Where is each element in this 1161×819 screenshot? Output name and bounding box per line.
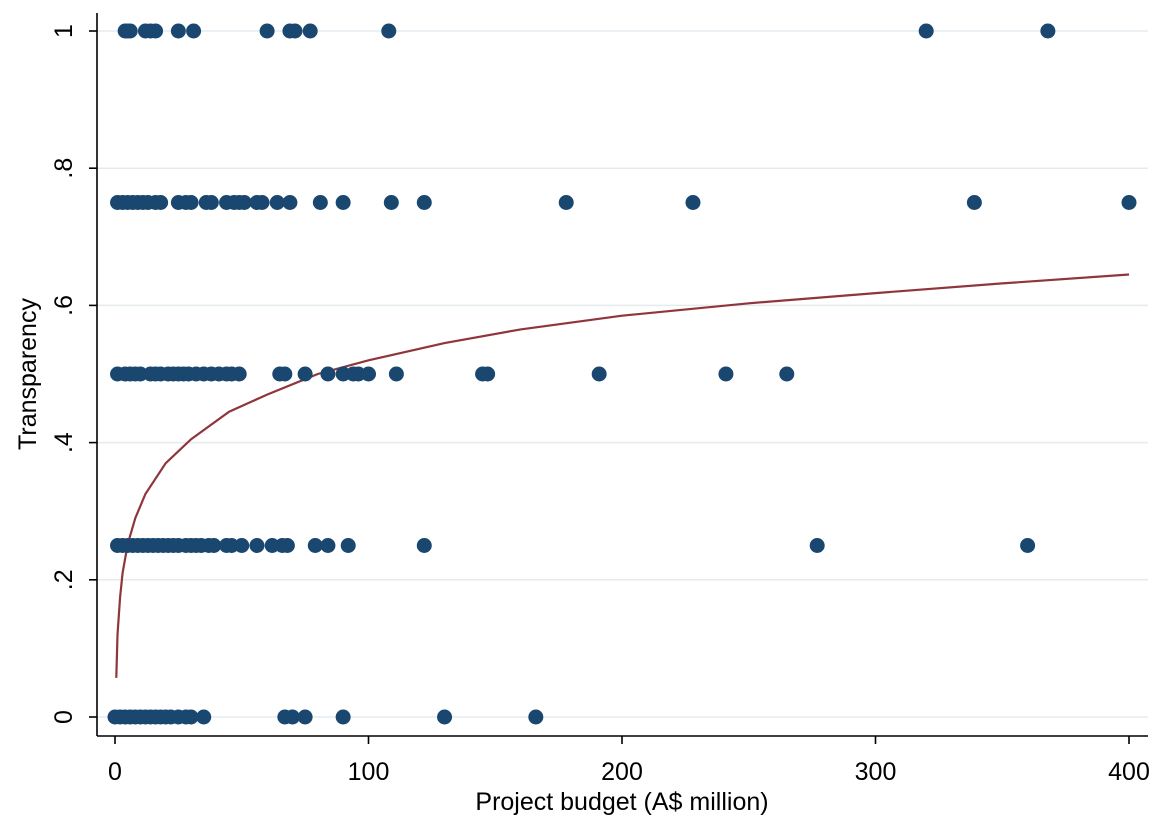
data-point-39 xyxy=(383,195,399,210)
data-point-68 xyxy=(320,366,336,382)
y-tick-label-1: .2 xyxy=(50,569,78,590)
data-point-26 xyxy=(183,195,199,210)
x-tick-label-0: 0 xyxy=(108,758,122,786)
grid-lines xyxy=(97,30,1148,718)
data-point-78 xyxy=(779,366,795,382)
data-point-36 xyxy=(282,195,298,210)
data-point-32 xyxy=(236,195,252,210)
data-point-11 xyxy=(302,23,318,39)
fitted-curve xyxy=(115,273,1130,678)
data-point-8 xyxy=(259,23,275,39)
axes xyxy=(96,13,1148,737)
data-point-67 xyxy=(297,366,313,382)
x-tick-label-1: 100 xyxy=(348,758,390,786)
data-point-66 xyxy=(277,366,293,382)
y-tick-label-4: .8 xyxy=(50,158,78,179)
data-point-44 xyxy=(1121,195,1137,210)
data-point-28 xyxy=(203,195,219,210)
data-point-72 xyxy=(361,366,376,382)
data-point-41 xyxy=(558,195,574,210)
data-point-40 xyxy=(416,195,432,210)
y-tick-label-5: 1 xyxy=(50,24,78,38)
data-point-126 xyxy=(196,709,212,725)
data-point-64 xyxy=(231,366,247,382)
data-point-35 xyxy=(269,195,285,210)
data-point-132 xyxy=(528,709,544,725)
data-point-10 xyxy=(287,23,303,39)
data-point-34 xyxy=(254,195,270,210)
data-point-38 xyxy=(335,195,351,210)
data-point-2 xyxy=(122,23,138,39)
data-point-37 xyxy=(312,195,328,210)
data-point-108 xyxy=(416,538,432,553)
data-point-77 xyxy=(718,366,734,382)
data-point-105 xyxy=(307,538,323,553)
x-tick-label-3: 300 xyxy=(855,758,897,786)
data-point-6 xyxy=(170,23,186,39)
data-point-125 xyxy=(183,709,199,725)
data-point-106 xyxy=(320,538,336,553)
data-point-76 xyxy=(591,366,607,382)
data-point-73 xyxy=(388,366,404,382)
x-tick-label-2: 200 xyxy=(601,758,643,786)
y-tick-label-2: .4 xyxy=(50,432,78,453)
data-point-43 xyxy=(966,195,982,210)
data-point-23 xyxy=(153,195,169,210)
y-axis-ticks: 0 .2 .4 .6 .8 1 xyxy=(50,24,97,724)
x-axis-title: Project budget (A$ million) xyxy=(475,788,768,816)
data-point-75 xyxy=(480,366,496,382)
data-point-100 xyxy=(234,538,250,553)
data-points xyxy=(107,23,1137,725)
data-point-42 xyxy=(685,195,701,210)
data-point-104 xyxy=(279,538,295,553)
data-point-7 xyxy=(186,23,202,39)
data-point-129 xyxy=(297,709,313,725)
y-axis-title: Transparency xyxy=(14,298,42,450)
data-point-110 xyxy=(1020,538,1036,553)
data-point-101 xyxy=(249,538,265,553)
data-point-12 xyxy=(381,23,397,39)
data-point-5 xyxy=(148,23,164,39)
data-point-13 xyxy=(918,23,934,39)
data-point-107 xyxy=(340,538,356,553)
data-point-130 xyxy=(335,709,351,725)
data-point-97 xyxy=(206,538,222,553)
data-point-128 xyxy=(284,709,300,725)
y-tick-label-0: 0 xyxy=(50,710,78,724)
data-point-109 xyxy=(809,538,825,553)
data-point-131 xyxy=(437,709,453,725)
x-tick-label-4: 400 xyxy=(1108,758,1150,786)
data-point-14 xyxy=(1040,23,1056,39)
fit-line xyxy=(115,273,1130,678)
x-axis-ticks: 0 100 200 300 400 xyxy=(108,736,1150,786)
y-tick-label-3: .6 xyxy=(50,295,78,316)
